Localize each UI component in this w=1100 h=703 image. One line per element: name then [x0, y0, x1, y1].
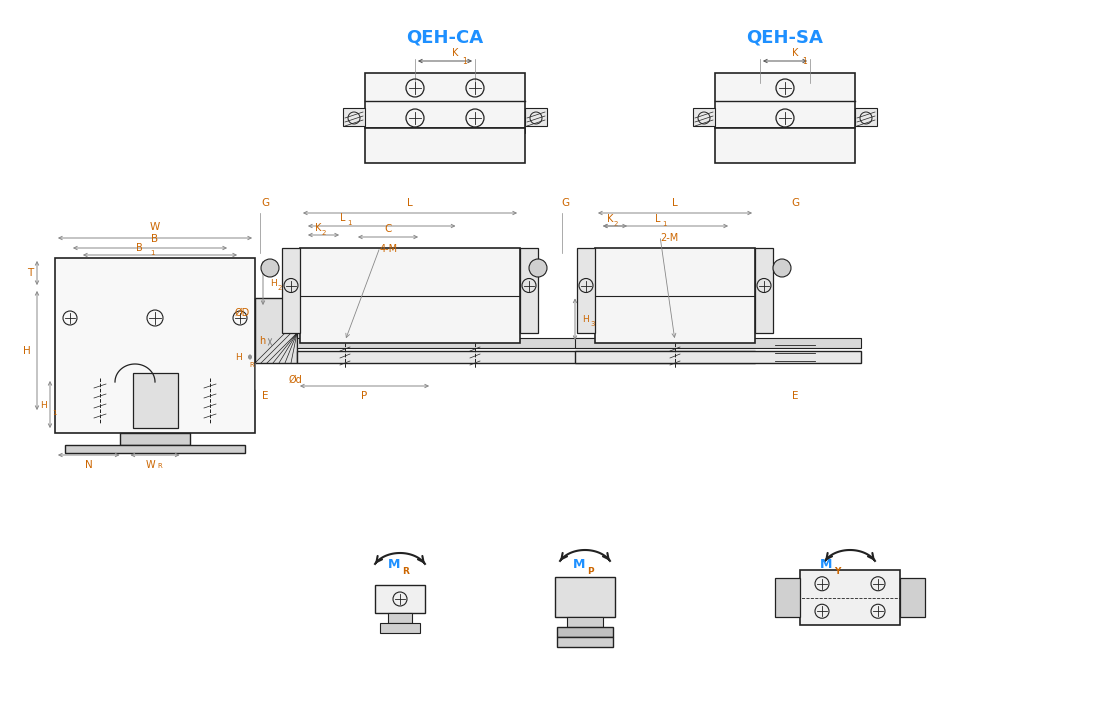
Text: N: N: [85, 460, 92, 470]
Bar: [557, 627, 613, 637]
Text: ØD: ØD: [234, 308, 250, 318]
Bar: [297, 351, 755, 363]
Text: 1: 1: [462, 56, 466, 65]
Text: 1: 1: [150, 250, 154, 256]
Bar: [715, 128, 855, 163]
Text: R: R: [157, 463, 162, 469]
Text: 2: 2: [278, 285, 283, 291]
Text: K: K: [452, 48, 459, 58]
Text: M: M: [387, 558, 400, 572]
Text: L: L: [407, 198, 412, 208]
Bar: [365, 73, 525, 128]
Bar: [300, 248, 520, 343]
Text: W: W: [145, 460, 155, 470]
Bar: [575, 351, 861, 363]
Text: L: L: [672, 198, 678, 208]
Text: 1: 1: [346, 220, 352, 226]
Text: K: K: [315, 223, 321, 233]
Bar: [297, 338, 755, 348]
Text: L: L: [654, 214, 660, 224]
Text: 2: 2: [614, 221, 618, 227]
Text: K: K: [607, 214, 614, 224]
Text: 1: 1: [662, 221, 667, 227]
Bar: [255, 298, 297, 363]
Text: B: B: [152, 234, 158, 244]
Bar: [800, 570, 900, 625]
Text: B: B: [136, 243, 143, 253]
Bar: [343, 108, 365, 126]
Text: H: H: [23, 345, 31, 356]
Bar: [855, 108, 877, 126]
Text: h: h: [258, 335, 265, 345]
Bar: [365, 128, 525, 133]
Text: QEH-SA: QEH-SA: [747, 28, 824, 46]
Text: E: E: [792, 391, 799, 401]
Circle shape: [773, 259, 791, 277]
Text: P: P: [362, 391, 367, 401]
Text: M: M: [573, 558, 585, 572]
Text: M: M: [820, 558, 832, 572]
Text: Ød: Ød: [288, 375, 301, 385]
Bar: [566, 617, 603, 627]
Bar: [365, 128, 525, 163]
Bar: [120, 433, 190, 445]
Text: E: E: [262, 391, 268, 401]
Text: P: P: [587, 567, 594, 576]
Text: 1: 1: [802, 56, 806, 65]
Bar: [375, 585, 425, 613]
Text: H: H: [582, 315, 588, 324]
Circle shape: [261, 259, 279, 277]
Text: H: H: [270, 278, 277, 288]
Bar: [525, 108, 547, 126]
Text: QEH-CA: QEH-CA: [406, 28, 484, 46]
Circle shape: [529, 259, 547, 277]
Text: C: C: [384, 224, 392, 234]
Bar: [715, 73, 855, 128]
Text: 2: 2: [322, 230, 327, 236]
Bar: [520, 248, 538, 333]
Text: L: L: [340, 213, 345, 223]
Bar: [575, 338, 861, 348]
Bar: [776, 578, 800, 617]
Text: 3: 3: [590, 321, 594, 327]
Text: R: R: [249, 362, 254, 368]
Bar: [595, 248, 755, 343]
Text: H: H: [235, 352, 242, 361]
Text: H: H: [41, 401, 47, 410]
Text: 2-M: 2-M: [660, 233, 679, 243]
Bar: [282, 248, 300, 333]
Bar: [55, 258, 255, 433]
Text: 1: 1: [52, 410, 56, 416]
Bar: [755, 248, 773, 333]
Bar: [65, 445, 245, 453]
Text: 4-M: 4-M: [379, 244, 398, 254]
Bar: [379, 623, 420, 633]
Text: T: T: [26, 268, 33, 278]
Text: Y: Y: [834, 567, 840, 576]
Text: G: G: [791, 198, 799, 208]
Bar: [900, 578, 925, 617]
Bar: [132, 373, 177, 428]
Bar: [556, 577, 615, 617]
Bar: [557, 637, 613, 647]
Text: R: R: [402, 567, 409, 576]
Text: K: K: [792, 48, 799, 58]
Text: W: W: [150, 222, 161, 232]
Bar: [693, 108, 715, 126]
Text: G: G: [561, 198, 569, 208]
Bar: [578, 248, 595, 333]
Text: G: G: [261, 198, 270, 208]
Bar: [388, 613, 412, 623]
